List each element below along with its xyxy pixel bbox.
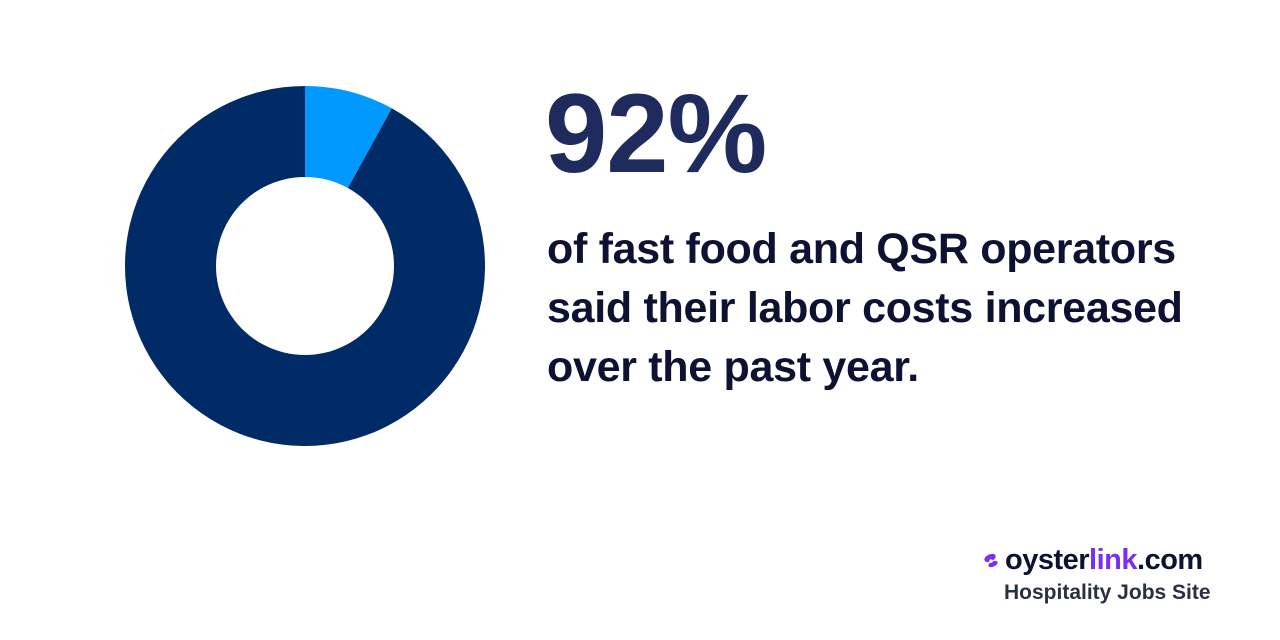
donut-slice-1 <box>124 86 486 446</box>
brand-logo: oysterlink.com Hospitality Jobs Site <box>982 540 1242 606</box>
brand-name-part3: .com <box>1137 544 1203 576</box>
brand-name-part1: oyster <box>1005 544 1090 576</box>
stat-description: of fast food and QSR operators said thei… <box>547 225 1183 391</box>
brand-name: oysterlink.com <box>1005 540 1203 580</box>
brand-row: oysterlink.com <box>982 540 1242 580</box>
brand-tagline: Hospitality Jobs Site <box>1004 581 1211 604</box>
donut-slice-2 <box>305 86 392 189</box>
oyster-logo-icon <box>984 553 998 568</box>
headline-percentage: 92% <box>545 71 767 196</box>
brand-name-part2: link <box>1089 544 1138 576</box>
